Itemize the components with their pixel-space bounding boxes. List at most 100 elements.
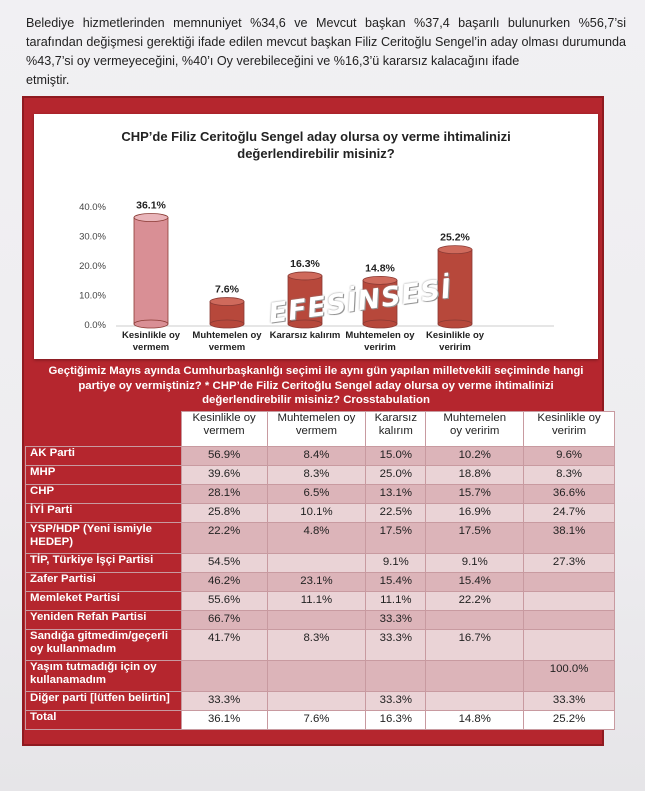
bar-top <box>287 271 323 281</box>
table-cell: 27.3% <box>523 553 615 573</box>
table-cell: 14.8% <box>425 710 525 730</box>
row-label: Yeniden Refah Partisi <box>25 610 182 630</box>
table-title-line: partiye oy vermiştiniz? * CHP’de Filiz C… <box>78 379 554 392</box>
bar-base <box>209 319 245 329</box>
table-cell: 33.3% <box>180 691 268 711</box>
table-cell: 39.6% <box>180 465 268 485</box>
data-label: 7.6% <box>215 284 240 296</box>
x-tick-label: vermem <box>209 342 245 353</box>
table-cell: 22.2% <box>425 591 525 611</box>
table-cell: 33.3% <box>365 691 427 711</box>
table-title-line: değerlendirebilir misiniz? Crosstabulati… <box>202 394 430 406</box>
row-label: Total <box>25 710 182 730</box>
x-tick-label: Kesinlikle oy <box>426 330 485 341</box>
row-label: Diğer parti [lütfen belirtin] <box>25 691 182 711</box>
table-row: Diğer parti [lütfen belirtin] 33.3% 33.3% 3… <box>25 691 615 711</box>
data-label: 25.2% <box>440 232 470 244</box>
table-cell: 41.7% <box>180 629 268 661</box>
table-cell: 8.3% <box>523 465 615 485</box>
table-cell: 16.9% <box>425 503 525 523</box>
table-cell <box>266 660 367 692</box>
bar-top <box>209 297 245 306</box>
table-cell <box>266 553 367 573</box>
y-tick-label: 0.0% <box>84 320 106 331</box>
table-cell: 28.1% <box>180 484 268 504</box>
table-row: YSP/HDP (Yeni ismiyle HEDEP) 22.2% 4.8% 17.5… <box>25 522 615 554</box>
table-cell: 6.5% <box>266 484 367 504</box>
table-cell <box>425 691 525 711</box>
bar-base <box>133 319 169 329</box>
bar <box>287 275 323 325</box>
table-cell: 25.8% <box>180 503 268 523</box>
table-cell: 22.5% <box>365 503 427 523</box>
table-cell: 9.1% <box>425 553 525 573</box>
x-tick-label: veririm <box>439 342 471 353</box>
table-cell: 18.8% <box>425 465 525 485</box>
table-cell: 24.7% <box>523 503 615 523</box>
table-title: Geçtiğimiz Mayıs ayında Cumhurbaşkanlığı… <box>34 364 598 408</box>
table-cell: 36.1% <box>180 710 268 730</box>
table-row: Yeniden Refah Partisi 66.7% 33.3% <box>25 610 615 630</box>
table-title-line: Geçtiğimiz Mayıs ayında Cumhurbaşkanlığı… <box>48 365 584 377</box>
row-label: TİP, Türkiye İşçi Partisi <box>25 553 182 573</box>
table-cell: 15.7% <box>425 484 525 504</box>
bar <box>133 217 169 325</box>
row-label: İYİ Parti <box>25 503 182 523</box>
table-cell: 36.6% <box>523 484 615 504</box>
row-label: CHP <box>25 484 182 504</box>
chart-title-line: değerlendirebilir misiniz? <box>237 146 395 161</box>
table-row: TİP, Türkiye İşçi Partisi 54.5% 9.1% 9.1% 27… <box>25 553 615 573</box>
row-label: Zafer Partisi <box>25 572 182 592</box>
table-cell: 16.3% <box>365 710 427 730</box>
table-cell: 33.3% <box>365 629 427 661</box>
y-tick-label: 10.0% <box>79 291 106 302</box>
column-header: Muhtemelen oy veririm <box>425 411 525 447</box>
header-corner <box>26 412 182 447</box>
table-cell: 17.5% <box>365 522 427 554</box>
table-cell: 56.9% <box>180 446 268 466</box>
data-label: 16.3% <box>290 258 320 270</box>
bar-top <box>362 275 398 285</box>
row-label: MHP <box>25 465 182 485</box>
x-tick-label: Kesinlikle oy <box>122 330 181 341</box>
table-row: MHP 39.6% 8.3% 25.0% 18.8% 8.3% <box>25 465 615 485</box>
table-cell: 4.8% <box>266 522 367 554</box>
table-cell: 13.1% <box>365 484 427 504</box>
table-cell <box>425 660 525 692</box>
table-cell: 16.7% <box>425 629 525 661</box>
table-row: Sandığa gitmedim/geçerli oy kullanmadım 41… <box>25 629 615 661</box>
y-tick-label: 20.0% <box>79 261 106 272</box>
chart-panel: CHP’de Filiz Ceritoğlu Sengel aday olurs… <box>34 114 598 359</box>
x-tick-label: vermem <box>133 342 169 353</box>
data-label: 36.1% <box>136 200 166 212</box>
table-cell: 66.7% <box>180 610 268 630</box>
table-cell <box>523 610 615 630</box>
table-cell <box>523 572 615 592</box>
column-header: Muhtemelen oy vermem <box>266 411 367 447</box>
bar-base <box>287 319 323 329</box>
x-tick-label: veririm <box>364 342 396 353</box>
table-cell: 10.1% <box>266 503 367 523</box>
bar-top <box>133 213 169 222</box>
table-cell: 17.5% <box>425 522 525 554</box>
table-row: Memleket Partisi 55.6% 11.1% 11.1% 22.2% <box>25 591 615 611</box>
table-cell <box>365 660 427 692</box>
x-tick-label: Muhtemelen oy <box>345 330 415 341</box>
table-cell: 10.2% <box>425 446 525 466</box>
bar <box>437 249 473 325</box>
table-cell: 8.3% <box>266 629 367 661</box>
table-cell: 8.3% <box>266 465 367 485</box>
intro-text-end: etmiştir. <box>26 73 70 87</box>
intro-text: Belediye hizmetlerinden memnuniyet %34,6… <box>26 16 626 68</box>
table-cell: 22.2% <box>180 522 268 554</box>
chart-title: CHP’de Filiz Ceritoğlu Sengel aday olurs… <box>34 128 598 162</box>
table-cell: 25.2% <box>523 710 615 730</box>
table-cell: 11.1% <box>365 591 427 611</box>
table-cell: 54.5% <box>180 553 268 573</box>
column-header: Kesinlikle oy veririm <box>523 411 615 447</box>
chart-title-line: CHP’de Filiz Ceritoğlu Sengel aday olurs… <box>121 129 511 144</box>
table-cell: 15.0% <box>365 446 427 466</box>
table-cell: 38.1% <box>523 522 615 554</box>
table-row: Yaşım tutmadığı için oy kullanamadım 100.0… <box>25 660 615 692</box>
